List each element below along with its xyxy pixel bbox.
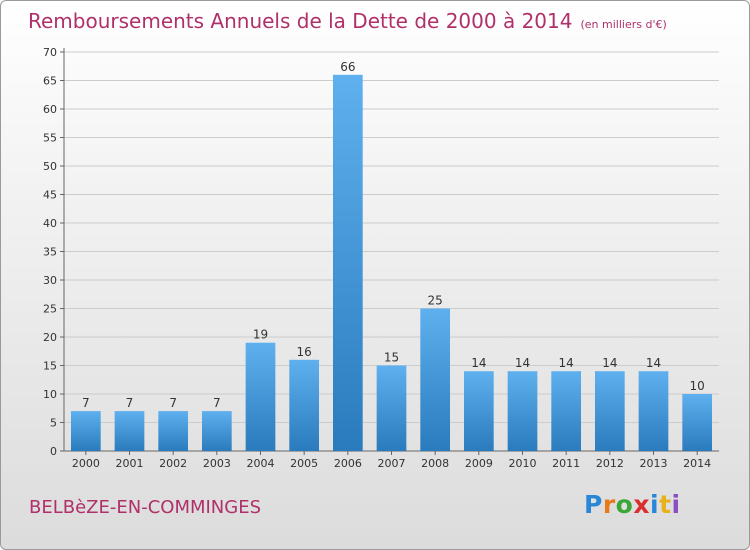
x-tick-label: 2011	[552, 457, 580, 470]
y-tick-label: 10	[43, 388, 57, 401]
y-tick-label: 60	[43, 103, 57, 116]
bar	[420, 308, 451, 451]
data-label: 14	[602, 356, 617, 370]
y-tick-label: 50	[43, 160, 57, 173]
bar	[638, 371, 669, 451]
y-tick-label: 35	[43, 246, 57, 259]
logo-letter: t	[659, 490, 672, 519]
chart-subtitle: (en milliers d'€)	[580, 18, 667, 31]
data-label: 7	[82, 396, 90, 410]
data-label: 7	[126, 396, 134, 410]
data-label: 7	[169, 396, 177, 410]
logo-letter: r	[602, 490, 616, 519]
x-tick-label: 2001	[116, 457, 144, 470]
bar	[289, 359, 320, 451]
chart-title-text: Remboursements Annuels de la Dette de 20…	[28, 9, 573, 33]
data-label: 16	[297, 345, 312, 359]
x-tick-label: 2003	[203, 457, 231, 470]
bar	[114, 411, 145, 451]
bar	[682, 394, 713, 451]
bar	[70, 411, 101, 451]
x-tick-label: 2002	[159, 457, 187, 470]
y-tick-label: 15	[43, 360, 57, 373]
y-tick-label: 65	[43, 75, 57, 88]
data-label: 19	[253, 328, 268, 342]
y-tick-label: 30	[43, 274, 57, 287]
bar	[551, 371, 582, 451]
y-tick-label: 20	[43, 331, 57, 344]
data-label: 25	[428, 294, 443, 308]
x-tick-label: 2014	[683, 457, 711, 470]
bar	[201, 411, 232, 451]
x-tick-label: 2010	[509, 457, 537, 470]
data-label: 10	[690, 379, 705, 393]
x-tick-label: 2013	[640, 457, 668, 470]
logo-letter: i	[650, 490, 660, 519]
logo-letter: i	[671, 490, 681, 519]
bar	[594, 371, 625, 451]
bar	[158, 411, 189, 451]
x-tick-label: 2008	[421, 457, 449, 470]
data-label: 14	[471, 356, 486, 370]
x-tick-label: 2004	[247, 457, 275, 470]
logo-letter: x	[633, 490, 650, 519]
proxiti-logo: Proxiti	[584, 490, 681, 519]
x-tick-label: 2000	[72, 457, 100, 470]
logo-letter: o	[615, 490, 634, 519]
y-tick-label: 55	[43, 132, 57, 145]
y-tick-label: 40	[43, 217, 57, 230]
y-tick-label: 45	[43, 189, 57, 202]
chart-title: Remboursements Annuels de la Dette de 20…	[28, 9, 667, 33]
data-label: 14	[515, 356, 530, 370]
x-tick-label: 2007	[378, 457, 406, 470]
y-tick-label: 5	[50, 417, 57, 430]
bar	[463, 371, 494, 451]
x-tick-label: 2009	[465, 457, 493, 470]
bar	[245, 342, 276, 451]
logo-letter: P	[584, 490, 603, 519]
data-label: 15	[384, 351, 399, 365]
data-label: 14	[559, 356, 574, 370]
commune-name: BELBèZE-EN-COMMINGES	[29, 497, 262, 518]
x-tick-label: 2012	[596, 457, 624, 470]
y-tick-label: 70	[43, 46, 57, 59]
data-label: 66	[340, 60, 355, 74]
y-tick-label: 25	[43, 303, 57, 316]
bar	[376, 365, 407, 451]
x-tick-label: 2005	[290, 457, 318, 470]
bar	[332, 74, 363, 452]
data-label: 14	[646, 356, 661, 370]
data-label: 7	[213, 396, 221, 410]
x-tick-label: 2006	[334, 457, 362, 470]
bar-chart: 0 5 10 15 20 25 30 35 40 45 50 55 60 65 70 7 2000 7 2001 7 2…	[43, 46, 719, 470]
bar	[507, 371, 538, 451]
y-tick-label: 0	[50, 445, 57, 458]
